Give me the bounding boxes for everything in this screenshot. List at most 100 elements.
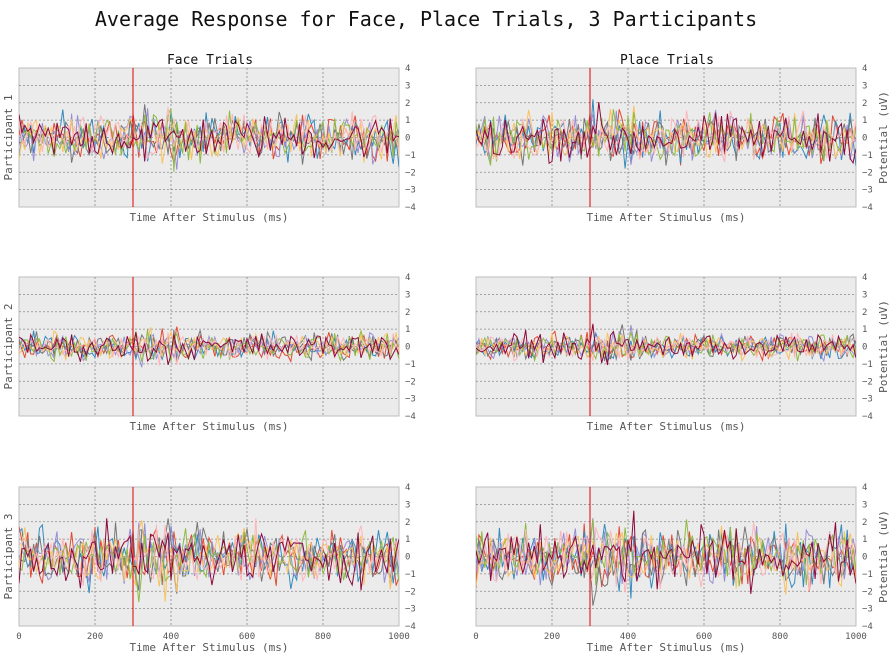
x-tick-label: 400 bbox=[620, 632, 636, 642]
series-line bbox=[19, 329, 399, 363]
y-tick-label: 1 bbox=[405, 325, 410, 335]
panel-r1-c2: −4 −3 −2 −1 0 1 2 3 4 Time After Stimulus (ms) Pot… bbox=[475, 64, 890, 224]
y-tick-label: 3 bbox=[405, 81, 410, 91]
y-tick-label: −3 bbox=[405, 395, 416, 405]
series-line bbox=[476, 510, 856, 594]
y-tick-label: −3 bbox=[862, 186, 873, 196]
column-title-place: Place Trials bbox=[620, 53, 714, 68]
series-line bbox=[19, 107, 399, 160]
y-tick-label: −4 bbox=[862, 412, 873, 422]
y-tick-label: −2 bbox=[862, 587, 873, 597]
y-tick-label: −4 bbox=[862, 203, 873, 213]
x-tick-label: 800 bbox=[315, 632, 331, 642]
x-axis-label: Time After Stimulus (ms) bbox=[587, 211, 746, 224]
series-line bbox=[476, 99, 856, 169]
series-line bbox=[476, 102, 856, 165]
y-tick-label: 4 bbox=[405, 483, 410, 493]
y-tick-label: −1 bbox=[862, 151, 873, 161]
y-tick-label: 3 bbox=[405, 290, 410, 300]
figure-title: Average Response for Face, Place Trials,… bbox=[95, 7, 757, 31]
series-line bbox=[19, 114, 399, 162]
x-tick-label: 0 bbox=[473, 632, 478, 642]
panel-r2-c1: −4 −3 −2 −1 0 1 2 3 4 Time After Stimulus (ms) Par… bbox=[2, 273, 416, 433]
y-tick-label: 4 bbox=[862, 483, 867, 493]
y-tick-label: −3 bbox=[405, 186, 416, 196]
y-tick-label: −3 bbox=[862, 605, 873, 615]
y-tick-label: 0 bbox=[862, 343, 867, 353]
y-tick-label: 4 bbox=[405, 273, 410, 283]
panel-r3-c1: −4 −3 −2 −1 0 1 2 3 4 0 200 400 600 800 1000 Time After… bbox=[2, 483, 416, 654]
x-tick-label: 1000 bbox=[388, 632, 410, 642]
y-tick-label: −4 bbox=[405, 203, 416, 213]
y-tick-label: −4 bbox=[862, 622, 873, 632]
y-tick-label: −4 bbox=[405, 622, 416, 632]
y-tick-label: 0 bbox=[862, 134, 867, 144]
y-tick-label: −1 bbox=[862, 570, 873, 580]
y-tick-label: 2 bbox=[862, 99, 867, 109]
y-tick-label: 0 bbox=[862, 553, 867, 563]
y-axis-label: Potential (uV) bbox=[877, 510, 890, 603]
y-tick-label: 4 bbox=[862, 273, 867, 283]
series-line bbox=[476, 519, 856, 587]
y-tick-label: 1 bbox=[862, 325, 867, 335]
y-tick-label: −2 bbox=[405, 168, 416, 178]
x-tick-label: 1000 bbox=[845, 632, 867, 642]
series-line bbox=[476, 110, 856, 163]
y-tick-label: 2 bbox=[862, 518, 867, 528]
row-label: Participant 2 bbox=[2, 303, 15, 389]
y-tick-label: 3 bbox=[862, 500, 867, 510]
y-tick-label: −2 bbox=[862, 168, 873, 178]
y-tick-label: 2 bbox=[405, 99, 410, 109]
y-axis-label: Potential (uV) bbox=[877, 91, 890, 184]
series-line bbox=[19, 327, 399, 362]
panel-r2-c2: −4 −3 −2 −1 0 1 2 3 4 Time After Stimulus (ms) Pot… bbox=[475, 273, 890, 433]
panel-r1-c1: −4 −3 −2 −1 0 1 2 3 4 Time After Stimulus (ms) Par… bbox=[2, 64, 416, 224]
y-tick-label: 0 bbox=[405, 553, 410, 563]
y-tick-label: −2 bbox=[862, 377, 873, 387]
y-tick-label: −4 bbox=[405, 412, 416, 422]
y-tick-label: 0 bbox=[405, 134, 410, 144]
y-tick-label: 3 bbox=[405, 500, 410, 510]
row-label: Participant 3 bbox=[2, 513, 15, 599]
series-line bbox=[476, 323, 856, 366]
y-tick-label: −3 bbox=[405, 605, 416, 615]
y-tick-label: −2 bbox=[405, 587, 416, 597]
series-line bbox=[19, 522, 399, 584]
x-axis-label: Time After Stimulus (ms) bbox=[587, 420, 746, 433]
x-axis-label: Time After Stimulus (ms) bbox=[587, 641, 746, 654]
y-tick-label: 1 bbox=[405, 535, 410, 545]
column-title-face: Face Trials bbox=[167, 53, 253, 68]
y-tick-label: −1 bbox=[405, 360, 416, 370]
series-line bbox=[19, 332, 399, 366]
y-tick-label: −1 bbox=[862, 360, 873, 370]
x-axis-label: Time After Stimulus (ms) bbox=[130, 420, 289, 433]
y-tick-label: 4 bbox=[405, 64, 410, 74]
y-tick-label: 3 bbox=[862, 290, 867, 300]
panel-r3-c2: −4 −3 −2 −1 0 1 2 3 4 0 200 400 600 800 1000 Time After… bbox=[473, 483, 890, 654]
series-line bbox=[19, 518, 399, 591]
y-tick-label: 2 bbox=[405, 308, 410, 318]
y-tick-label: 0 bbox=[405, 343, 410, 353]
x-tick-label: 0 bbox=[16, 632, 21, 642]
x-tick-label: 800 bbox=[772, 632, 788, 642]
series-line bbox=[19, 332, 399, 365]
y-tick-label: −1 bbox=[405, 570, 416, 580]
x-axis-label: Time After Stimulus (ms) bbox=[130, 211, 289, 224]
y-tick-label: 2 bbox=[405, 518, 410, 528]
x-tick-label: 200 bbox=[544, 632, 560, 642]
y-tick-label: 1 bbox=[862, 535, 867, 545]
row-label: Participant 1 bbox=[2, 94, 15, 180]
y-tick-label: 3 bbox=[862, 81, 867, 91]
x-axis-label: Time After Stimulus (ms) bbox=[130, 641, 289, 654]
x-tick-label: 200 bbox=[87, 632, 103, 642]
y-tick-label: −2 bbox=[405, 377, 416, 387]
y-tick-label: 4 bbox=[862, 64, 867, 74]
y-tick-label: −3 bbox=[862, 395, 873, 405]
y-tick-label: −1 bbox=[405, 151, 416, 161]
y-tick-label: 2 bbox=[862, 308, 867, 318]
x-tick-label: 600 bbox=[239, 632, 255, 642]
y-tick-label: 1 bbox=[862, 116, 867, 126]
x-tick-label: 400 bbox=[163, 632, 179, 642]
series-line bbox=[476, 109, 856, 166]
